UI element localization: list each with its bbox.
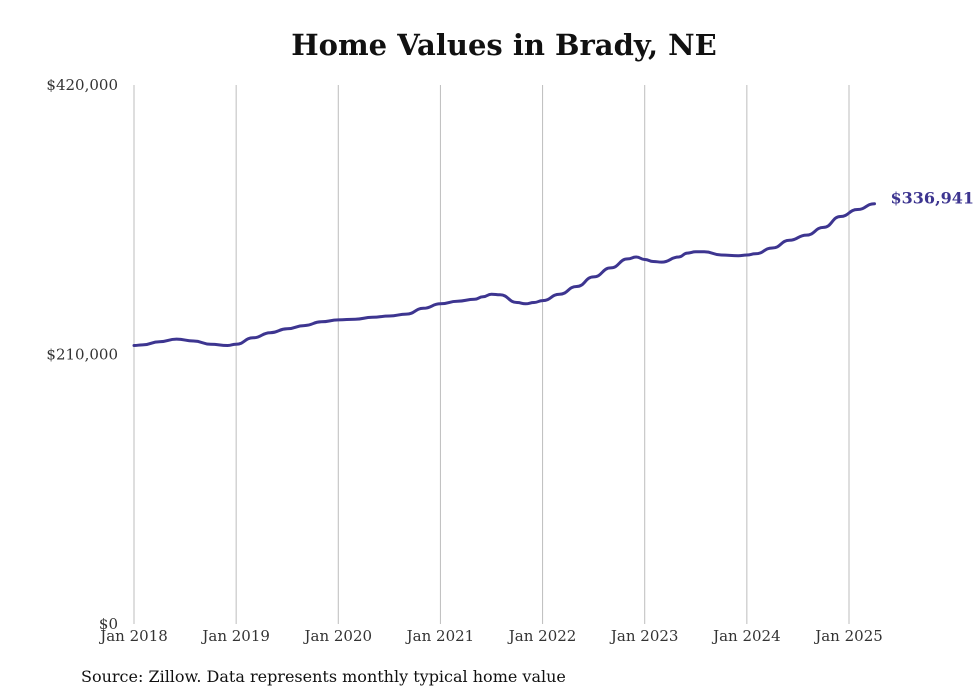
y-tick-label: $0 xyxy=(99,615,118,633)
end-value-label: $336,941 xyxy=(891,189,975,208)
x-tick-label: Jan 2022 xyxy=(507,627,577,645)
x-tick-label: Jan 2023 xyxy=(609,627,679,645)
source-note: Source: Zillow. Data represents monthly … xyxy=(81,667,566,686)
x-tick-label: Jan 2024 xyxy=(711,627,781,645)
x-tick-label: Jan 2020 xyxy=(303,627,373,645)
x-tick-label: Jan 2019 xyxy=(200,627,270,645)
x-tick-label: Jan 2025 xyxy=(813,627,883,645)
chart-title: Home Values in Brady, NE xyxy=(291,28,717,62)
x-tick-label: Jan 2018 xyxy=(98,627,168,645)
x-tick-label: Jan 2021 xyxy=(405,627,475,645)
y-tick-label: $210,000 xyxy=(46,346,118,364)
y-tick-label: $420,000 xyxy=(46,76,118,94)
series-line xyxy=(132,202,876,347)
